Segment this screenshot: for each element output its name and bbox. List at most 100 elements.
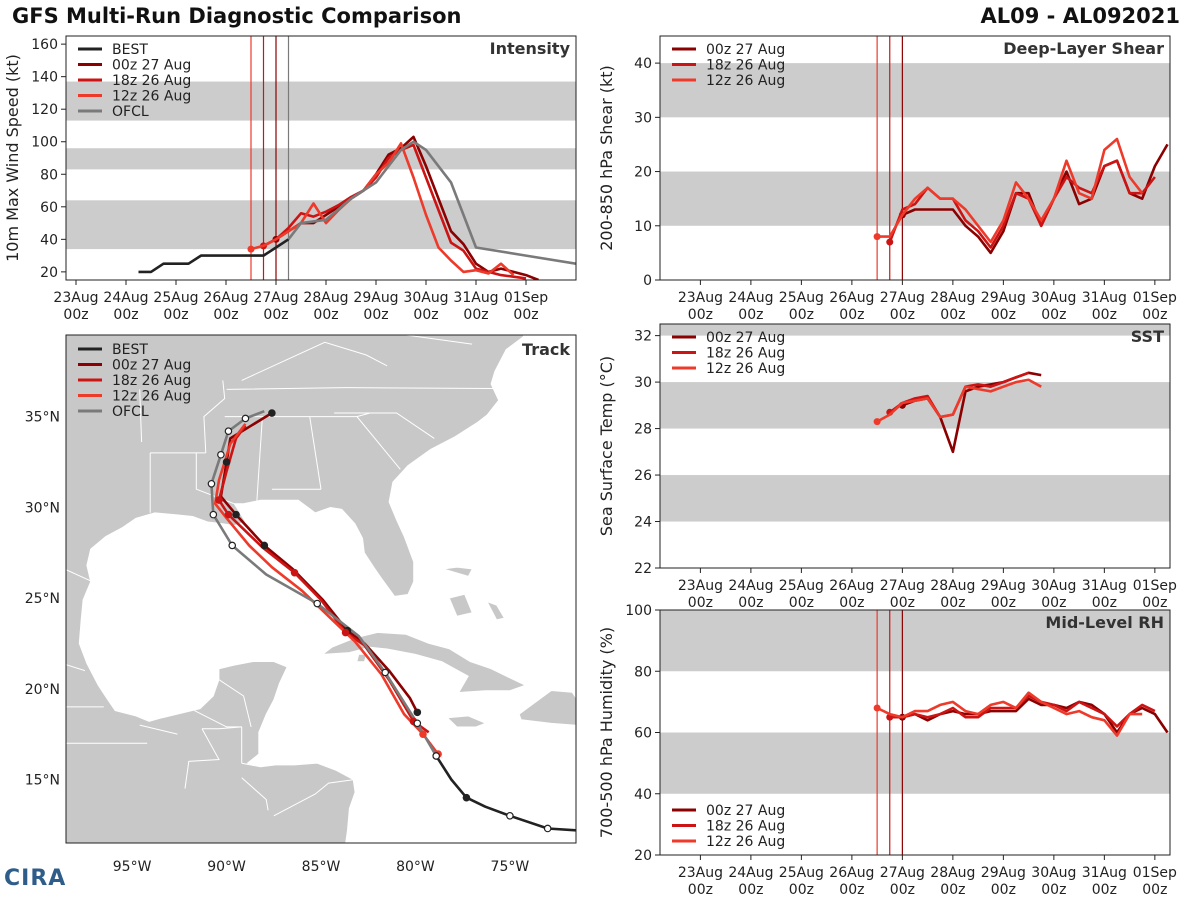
x-tick-label: 00z bbox=[738, 882, 763, 898]
x-tick-label: 31Aug bbox=[1082, 290, 1127, 306]
y-tick-label: 30 bbox=[634, 110, 652, 126]
track-marker-open bbox=[228, 541, 237, 550]
category-band bbox=[66, 81, 576, 121]
category-band bbox=[660, 324, 1170, 336]
series-line-best bbox=[138, 238, 290, 274]
storm-id: AL09 - AL092021 bbox=[980, 4, 1181, 28]
legend-label: 12z 26 Aug bbox=[706, 361, 785, 377]
track-marker-open bbox=[241, 414, 250, 423]
land-mass bbox=[321, 632, 527, 693]
x-tick-label: 00z bbox=[1041, 307, 1066, 323]
y-tick-label: 60 bbox=[634, 726, 652, 742]
x-tick-label: 00z bbox=[940, 882, 965, 898]
lat-tick-label: 15°N bbox=[25, 773, 60, 789]
lon-tick-label: 85°W bbox=[302, 859, 341, 875]
x-tick-label: 29Aug bbox=[353, 290, 398, 306]
state-border bbox=[203, 380, 226, 453]
x-tick-label: 00z bbox=[163, 307, 188, 323]
plot-area bbox=[660, 610, 1170, 855]
lon-tick-label: 90°W bbox=[207, 859, 246, 875]
x-tick-label: 28Aug bbox=[930, 865, 975, 881]
x-tick-label: 23Aug bbox=[678, 290, 723, 306]
panel-intensity: 2040608010012014016023Aug00z24Aug00z25Au… bbox=[3, 35, 577, 323]
land-mass bbox=[518, 690, 576, 726]
y-tick-label: 140 bbox=[31, 70, 58, 86]
x-tick-label: 00z bbox=[1142, 307, 1167, 323]
x-tick-label: 00z bbox=[991, 595, 1016, 611]
y-tick-label: 0 bbox=[643, 273, 652, 289]
y-tick-label: 80 bbox=[634, 664, 652, 680]
x-tick-label: 30Aug bbox=[1031, 290, 1076, 306]
y-tick-label: 100 bbox=[31, 135, 58, 151]
y-tick-label: 40 bbox=[40, 232, 58, 248]
x-tick-label: 24Aug bbox=[728, 578, 773, 594]
x-tick-label: 27Aug bbox=[880, 578, 925, 594]
track-marker-open bbox=[413, 719, 422, 728]
plot-area bbox=[660, 36, 1170, 280]
panel-track: 95°W 90°W 85°W 80°W 75°W 15°N 20°N 25°N 30°N 35°N… bbox=[25, 334, 577, 875]
x-tick-label: 26Aug bbox=[829, 865, 874, 881]
track-marker-open bbox=[543, 824, 552, 833]
lon-tick-label: 75°W bbox=[491, 859, 530, 875]
x-tick-label: 30Aug bbox=[1031, 578, 1076, 594]
x-tick-label: 23Aug bbox=[678, 865, 723, 881]
track-marker-filled bbox=[290, 568, 299, 577]
track-marker-open bbox=[432, 752, 441, 760]
x-tick-label: 01Sep bbox=[1133, 578, 1177, 594]
x-tick-label: 25Aug bbox=[779, 290, 824, 306]
x-tick-label: 29Aug bbox=[981, 290, 1026, 306]
x-tick-label: 23Aug bbox=[678, 578, 723, 594]
category-band bbox=[66, 200, 576, 250]
land-mass bbox=[486, 600, 505, 621]
x-tick-label: 00z bbox=[1092, 882, 1117, 898]
state-border bbox=[139, 724, 178, 735]
category-band bbox=[66, 148, 576, 170]
x-tick-label: 00z bbox=[789, 307, 814, 323]
track-marker-filled bbox=[215, 496, 223, 504]
x-tick-label: 30Aug bbox=[403, 290, 448, 306]
plot-area bbox=[660, 324, 1170, 522]
x-tick-label: 00z bbox=[890, 307, 915, 323]
legend-label: 12z 26 Aug bbox=[706, 73, 785, 89]
x-tick-label: 31Aug bbox=[1082, 865, 1127, 881]
legend-label: 00z 27 Aug bbox=[112, 358, 191, 374]
x-tick-label: 25Aug bbox=[153, 290, 198, 306]
y-tick-label: 80 bbox=[40, 167, 58, 183]
series-start-marker bbox=[873, 233, 881, 241]
x-tick-label: 25Aug bbox=[779, 865, 824, 881]
x-tick-label: 00z bbox=[991, 307, 1016, 323]
track-marker-filled bbox=[260, 541, 269, 550]
track-marker-open bbox=[313, 599, 322, 608]
track-line-12z-26-aug bbox=[213, 423, 440, 755]
x-tick-label: 00z bbox=[1142, 882, 1167, 898]
legend-label: OFCL bbox=[112, 104, 149, 120]
lon-tick-label: 95°W bbox=[113, 859, 152, 875]
x-tick-label: 00z bbox=[1041, 595, 1066, 611]
y-tick-label: 160 bbox=[31, 37, 58, 53]
track-marker-open bbox=[209, 510, 218, 519]
y-tick-label: 30 bbox=[634, 375, 652, 391]
category-band bbox=[660, 382, 1170, 429]
x-tick-label: 24Aug bbox=[728, 290, 773, 306]
legend-label: BEST bbox=[112, 42, 148, 58]
panel-title: Track bbox=[522, 340, 570, 359]
x-tick-label: 29Aug bbox=[981, 578, 1026, 594]
lon-tick-label: 80°W bbox=[396, 859, 435, 875]
series-line-12z-26-aug bbox=[876, 691, 1143, 737]
series-start-marker bbox=[873, 704, 881, 712]
x-tick-label: 00z bbox=[890, 882, 915, 898]
series-start-marker bbox=[247, 245, 255, 253]
legend-label: 18z 26 Aug bbox=[706, 58, 785, 74]
y-tick-label: 20 bbox=[634, 848, 652, 864]
state-border bbox=[405, 335, 473, 345]
x-tick-label: 00z bbox=[63, 307, 88, 323]
state-border bbox=[241, 341, 388, 381]
x-tick-label: 24Aug bbox=[103, 290, 148, 306]
y-tick-label: 40 bbox=[634, 787, 652, 803]
state-border bbox=[202, 726, 242, 730]
x-tick-label: 00z bbox=[940, 307, 965, 323]
legend-label: 12z 26 Aug bbox=[112, 389, 191, 405]
x-tick-label: 00z bbox=[463, 307, 488, 323]
cira-logo: CIRA bbox=[4, 866, 67, 891]
state-border bbox=[356, 416, 401, 470]
